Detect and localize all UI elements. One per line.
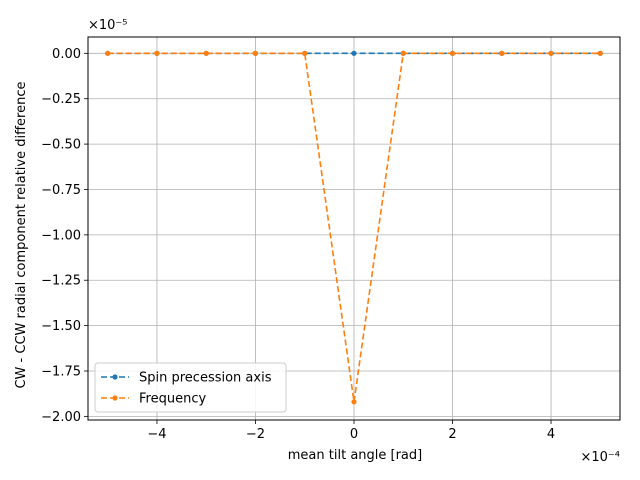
y-axis-ticks: 0.00 −0.25 −0.50 −0.75 −1.00 −1.25 −1.50 −1.75 −…: [41, 47, 88, 425]
data-point: [548, 50, 554, 56]
x-tick-label: −4: [147, 427, 166, 442]
plot-series: [105, 50, 603, 405]
legend-label: Spin precession axis: [139, 371, 272, 386]
y-tick-label: −0.75: [41, 183, 81, 198]
x-axis-label: mean tilt angle [rad]: [288, 448, 422, 463]
data-point: [351, 399, 357, 405]
data-point: [154, 50, 160, 56]
y-tick-label: −0.50: [41, 138, 81, 153]
data-point: [351, 50, 357, 56]
y-tick-label: −1.75: [41, 364, 81, 379]
data-point: [105, 50, 111, 56]
y-tick-label: −2.00: [41, 410, 81, 425]
data-point: [252, 50, 259, 56]
legend: Spin precession axis Frequency: [94, 362, 287, 413]
y-axis-label: CW - CCW radial component relative diffe…: [14, 81, 29, 388]
legend-label: Frequency: [139, 392, 206, 407]
data-point: [302, 50, 308, 56]
x-axis-ticks: −4 −2 0 2 4: [147, 420, 555, 442]
data-point: [499, 50, 505, 56]
x-tick-label: −2: [246, 427, 265, 442]
data-point: [203, 50, 209, 56]
x-axis-multiplier: ×10⁻⁴: [580, 450, 620, 465]
data-point: [597, 50, 603, 56]
legend-marker: [112, 395, 118, 401]
data-point: [400, 50, 406, 56]
y-axis-multiplier: ×10⁻⁵: [88, 18, 128, 33]
y-tick-label: −0.25: [41, 92, 81, 107]
y-tick-label: −1.25: [41, 274, 81, 289]
x-tick-label: 0: [350, 427, 358, 442]
y-tick-label: 0.00: [52, 47, 81, 62]
x-tick-label: 4: [547, 427, 555, 442]
y-tick-label: −1.50: [41, 319, 81, 334]
data-point: [449, 50, 456, 56]
legend-marker: [112, 374, 118, 380]
legend-box: [94, 362, 287, 413]
x-tick-label: 2: [448, 427, 456, 442]
y-tick-label: −1.00: [41, 228, 81, 243]
